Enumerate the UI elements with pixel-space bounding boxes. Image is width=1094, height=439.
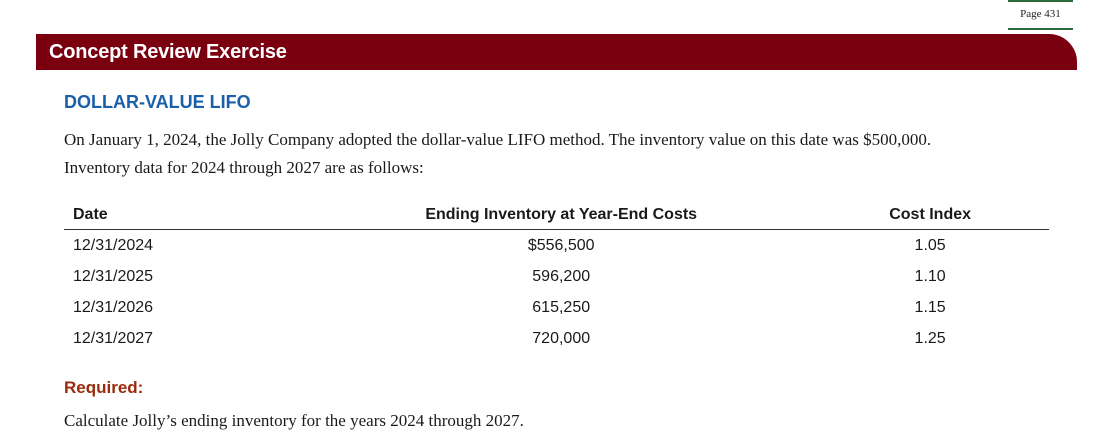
header-cost-index: Cost Index (811, 200, 1049, 230)
required-heading: Required: (64, 378, 144, 397)
section-title: DOLLAR-VALUE LIFO (64, 92, 251, 112)
banner-title: Concept Review Exercise (49, 41, 287, 63)
table-header-row: Date Ending Inventory at Year-End Costs … (64, 200, 1049, 230)
cell-cost-index: 1.05 (914, 236, 946, 254)
cell-ending-inventory: 615,250 (532, 298, 591, 316)
cell-cost-index: 1.25 (914, 329, 946, 347)
table-row: 12/31/2027 720,000 1.25 (64, 323, 1049, 354)
cell-ending-inventory: 720,000 (532, 329, 591, 347)
cell-date: 12/31/2026 (73, 298, 154, 316)
intro-paragraph: On January 1, 2024, the Jolly Company ad… (64, 126, 1054, 182)
inventory-data-table: Date Ending Inventory at Year-End Costs … (64, 200, 1049, 354)
page-number-marker: Page 431 (1008, 0, 1073, 30)
table-row: 12/31/2026 615,250 1.15 (64, 292, 1049, 323)
cell-cost-index: 1.10 (914, 267, 946, 285)
cell-ending-inventory: 596,200 (532, 267, 591, 285)
required-instruction: Calculate Jolly’s ending inventory for t… (64, 411, 524, 430)
cell-cost-index: 1.15 (914, 298, 946, 316)
cell-date: 12/31/2024 (73, 236, 154, 254)
page-number: Page 431 (1020, 8, 1061, 20)
intro-line-1: On January 1, 2024, the Jolly Company ad… (64, 130, 932, 149)
concept-review-banner: Concept Review Exercise (36, 34, 1077, 70)
header-date: Date (64, 200, 312, 230)
intro-line-2: Inventory data for 2024 through 2027 are… (64, 158, 424, 177)
table-row: 12/31/2025 596,200 1.10 (64, 261, 1049, 292)
table-row: 12/31/2024 $556,500 1.05 (64, 230, 1049, 262)
header-ending-inventory: Ending Inventory at Year-End Costs (311, 200, 812, 230)
cell-date: 12/31/2027 (73, 329, 154, 347)
cell-ending-inventory: $556,500 (527, 236, 595, 254)
cell-date: 12/31/2025 (73, 267, 154, 285)
